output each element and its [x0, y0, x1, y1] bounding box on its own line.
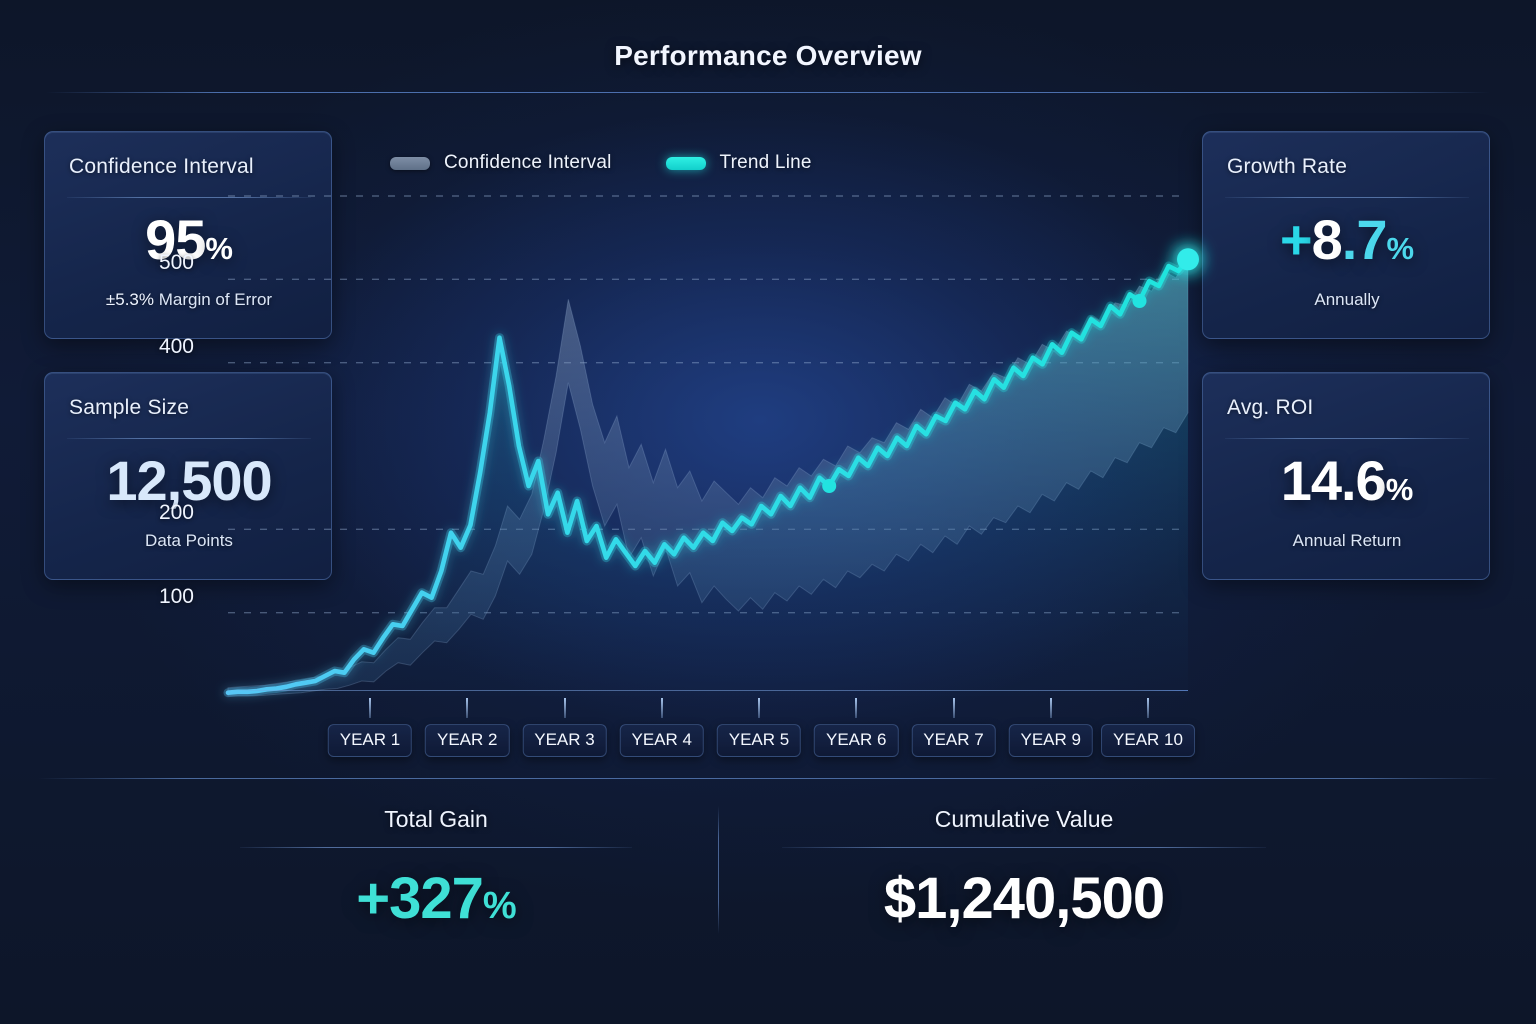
kpi-label: Sample Size	[69, 396, 190, 419]
x-axis-tick	[369, 698, 371, 718]
kpi-divider	[67, 197, 311, 198]
x-axis-label-chip[interactable]: YEAR 4	[619, 724, 704, 757]
kpi-label: Avg. ROI	[1227, 396, 1314, 419]
kpi-unit: %	[1385, 472, 1414, 507]
legend-swatch-line-icon	[665, 156, 706, 170]
x-axis-tick	[758, 698, 760, 718]
kpi-card-avg-roi[interactable]: Avg. ROI 14.6% Annual Return	[1202, 372, 1490, 580]
x-axis-tick-labels: YEAR 1 YEAR 2 YEAR 3 YEAR 4 YEAR 5 YEAR 6 YEAR…	[228, 698, 1195, 758]
trend-point-marker	[822, 479, 837, 493]
summary-value: $1,240,500	[883, 866, 1165, 931]
kpi-card-confidence-interval[interactable]: Confidence Interval 95% ±5.3% Margin of …	[44, 131, 332, 339]
summary-value: +327%	[356, 866, 517, 931]
summary-total-gain[interactable]: Total Gain +327%	[240, 806, 632, 928]
x-axis-tick	[563, 698, 566, 718]
kpi-subtext: Data Points	[145, 531, 233, 550]
kpi-unit: %	[205, 231, 233, 266]
x-axis-tick	[1147, 698, 1149, 718]
trend-point-marker	[1132, 294, 1147, 308]
trend-area-path	[228, 259, 1188, 696]
trend-line-markers	[822, 248, 1199, 493]
kpi-fraction: .7	[1341, 208, 1388, 271]
legend-swatch-band-icon	[390, 156, 430, 170]
summary-sign: +	[356, 866, 390, 931]
x-axis-baseline	[228, 690, 1188, 691]
kpi-value: 12,500	[106, 449, 272, 512]
x-axis-label-chip[interactable]: YEAR 1	[327, 724, 413, 757]
y-axis-tick-label: 400	[158, 334, 194, 358]
y-axis-tick-label: 500	[158, 251, 194, 275]
x-axis-tick	[466, 698, 469, 718]
summary-label: Total Gain	[384, 806, 488, 832]
kpi-card-growth-rate[interactable]: Growth Rate +8.7% Annually	[1202, 131, 1490, 339]
y-axis-tick-label: 100	[158, 584, 194, 608]
chart-plot-area[interactable]: 500 400 200 100	[159, 195, 1199, 698]
summary-label: Cumulative Value	[934, 806, 1114, 832]
trend-endpoint-marker	[1177, 248, 1199, 271]
kpi-label: Growth Rate	[1227, 155, 1348, 178]
summary-divider-line	[240, 847, 632, 848]
kpi-value: 95%	[145, 208, 233, 271]
summary-divider-line	[782, 847, 1266, 848]
legend-label: Trend Line	[719, 152, 812, 173]
kpi-unit: %	[1386, 231, 1415, 266]
trend-line-series	[223, 254, 1193, 698]
legend-item-trend-line[interactable]: Trend Line	[665, 152, 812, 174]
kpi-subtext: Annual Return	[1292, 531, 1402, 550]
x-axis-label-chip[interactable]: YEAR 5	[716, 724, 802, 757]
page-title: Performance Overview	[614, 40, 922, 71]
x-axis-label-chip[interactable]: YEAR 9	[1008, 724, 1093, 757]
summary-unit: %	[482, 885, 517, 927]
x-axis-label-chip[interactable]: YEAR 7	[911, 724, 996, 757]
kpi-card-sample-size[interactable]: Sample Size 12,500 Data Points	[44, 372, 332, 580]
x-axis-label-chip[interactable]: YEAR 6	[814, 724, 899, 757]
kpi-divider	[1225, 197, 1469, 198]
x-axis-tick	[952, 698, 955, 718]
footer-divider	[38, 778, 1498, 779]
x-axis-label-chip[interactable]: YEAR 2	[425, 724, 510, 757]
x-axis-tick	[1049, 698, 1052, 718]
summary-cumulative-value[interactable]: Cumulative Value $1,240,500	[782, 806, 1266, 928]
kpi-value: 14.6%	[1280, 449, 1414, 512]
performance-trend-chart	[223, 195, 1199, 698]
y-axis-tick-label: 200	[158, 501, 194, 525]
chart-legend: Confidence Interval Trend Line	[390, 152, 812, 174]
kpi-subtext: Annually	[1314, 290, 1380, 309]
kpi-sign: +	[1279, 208, 1313, 271]
summary-vertical-divider	[718, 806, 719, 934]
trend-area-fill	[228, 259, 1188, 696]
trend-line-path	[225, 257, 1191, 695]
x-axis-tick	[660, 698, 663, 718]
legend-label: Confidence Interval	[444, 152, 612, 173]
x-axis-label-chip[interactable]: YEAR 10	[1101, 724, 1195, 757]
x-axis-label-chip[interactable]: YEAR 3	[522, 724, 607, 757]
kpi-subtext: ±5.3% Margin of Error	[105, 290, 273, 309]
kpi-divider	[1225, 438, 1469, 439]
kpi-divider	[67, 438, 311, 439]
kpi-value: +8.7%	[1279, 208, 1415, 271]
kpi-label: Confidence Interval	[69, 155, 254, 178]
x-axis-tick	[855, 698, 858, 718]
legend-item-confidence-interval[interactable]: Confidence Interval	[390, 152, 612, 174]
header-divider	[46, 92, 1490, 93]
